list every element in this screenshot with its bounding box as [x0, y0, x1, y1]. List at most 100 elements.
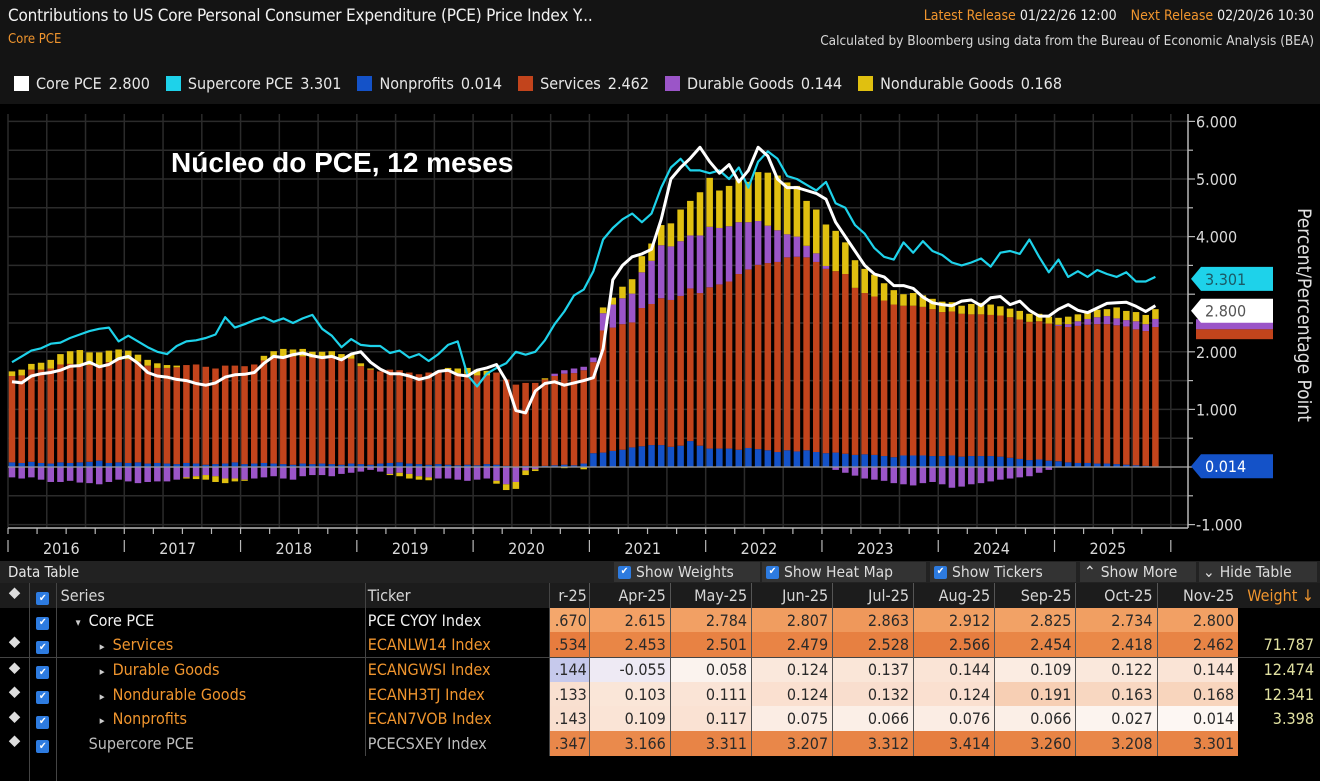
- row-checkbox[interactable]: ✔: [29, 607, 57, 633]
- move-handle-icon[interactable]: ⯁: [0, 583, 30, 608]
- value-cell: 2.800: [1156, 607, 1239, 633]
- bar-segment-nondurable-goods: [774, 175, 781, 231]
- legend-item-durable-goods[interactable]: Durable Goods 0.144: [665, 74, 842, 93]
- column-header-month[interactable]: Nov-25: [1156, 583, 1239, 608]
- hide-table-button[interactable]: ⌄ Hide Table: [1199, 562, 1317, 582]
- bar-segment-nonprofits: [648, 445, 655, 467]
- table-header-row: ⯁ ✔ Series Ticker r-25 Apr-25 May-25 Jun…: [0, 583, 1320, 608]
- series-name-cell[interactable]: ▾ Core PCE: [56, 607, 366, 633]
- row-checkbox[interactable]: ✔: [29, 632, 57, 658]
- series-name-cell[interactable]: ▸ Services: [56, 632, 366, 658]
- show-weights-label: Show Weights: [636, 563, 734, 581]
- x-tick-label: 2025: [1090, 539, 1127, 558]
- bar-segment-durable-goods: [241, 467, 248, 480]
- select-all-checkbox[interactable]: ✔: [29, 583, 57, 608]
- table-row[interactable]: ⯁ ✔ ▸ Nondurable Goods ECANH3TJ Index .133 0.1…: [0, 681, 1320, 707]
- bar-segment-nondurable-goods: [851, 260, 859, 288]
- bar-segment-nonprofits: [464, 464, 471, 467]
- row-checkbox[interactable]: ✔: [29, 681, 57, 707]
- expand-arrow-icon[interactable]: ▸: [99, 689, 105, 703]
- series-name-cell[interactable]: ▸ Durable Goods: [56, 656, 366, 682]
- series-name-cell[interactable]: Supercore PCE: [56, 731, 366, 756]
- bar-segment-durable-goods: [1084, 318, 1091, 325]
- bar-segment-services: [880, 300, 888, 457]
- bar-segment-services: [221, 365, 229, 464]
- bar-segment-durable-goods: [599, 313, 607, 331]
- core-pce-flag: [1191, 298, 1273, 323]
- ticker-cell[interactable]: PCE CYOY Index: [364, 607, 550, 633]
- column-header-ticker[interactable]: Ticker: [364, 583, 550, 608]
- chart-plot[interactable]: 6.000 5.000 4.000 2.000 1.000 -1.000 2016 2017 2…: [0, 104, 1320, 561]
- bar-segment-durable-goods: [125, 467, 132, 482]
- checkbox-checked-icon: ✔: [934, 565, 947, 579]
- bar-segment-nonprofits: [919, 455, 927, 467]
- expand-arrow-icon[interactable]: ▸: [99, 665, 105, 679]
- value-cell: 2.501: [669, 632, 752, 658]
- value-cell: 0.124: [751, 681, 833, 707]
- legend-item-core-pce[interactable]: Core PCE 2.800: [14, 74, 150, 93]
- collapse-arrow-icon[interactable]: ▾: [75, 615, 81, 629]
- column-header-series[interactable]: Series: [56, 583, 366, 608]
- column-header-month[interactable]: May-25: [669, 583, 752, 608]
- show-more-button[interactable]: ⌃ Show More: [1080, 562, 1196, 582]
- row-checkbox[interactable]: ✔: [29, 706, 57, 732]
- move-handle-icon[interactable]: ⯁: [0, 731, 30, 756]
- column-header-month[interactable]: Jun-25: [751, 583, 833, 608]
- ticker-cell[interactable]: PCECSXEY Index: [364, 731, 550, 756]
- show-tickers-toggle[interactable]: ✔ Show Tickers: [930, 562, 1076, 582]
- legend-item-supercore-pce[interactable]: Supercore PCE 3.301: [165, 74, 341, 93]
- ticker-cell[interactable]: ECAN7VOB Index: [364, 706, 550, 732]
- bar-segment-nondurable-goods: [66, 351, 74, 364]
- table-row[interactable]: ✔ ▾ Core PCE PCE CYOY Index .670 2.615 2.784 2.…: [0, 607, 1320, 633]
- column-header-month[interactable]: Oct-25: [1075, 583, 1157, 608]
- ticker-cell[interactable]: ECANH3TJ Index: [364, 681, 550, 707]
- column-header-month[interactable]: Jul-25: [832, 583, 914, 608]
- move-handle-icon[interactable]: ⯁: [0, 632, 30, 658]
- column-header-month[interactable]: Apr-25: [588, 583, 671, 608]
- bar-segment-durable-goods: [813, 253, 820, 262]
- ticker-cell[interactable]: ECANGWSI Index: [364, 656, 550, 682]
- table-row[interactable]: ⯁ ✔ ▸ Nonprofits ECAN7VOB Index .143 0.109 0.11…: [0, 706, 1320, 732]
- bar-segment-durable-goods: [76, 467, 84, 483]
- table-row[interactable]: ⯁ ✔ Supercore PCE PCECSXEY Index .347 3.166 3.…: [0, 731, 1320, 756]
- column-header-partial[interactable]: r-25: [548, 583, 590, 608]
- bar-segment-nondurable-goods: [619, 286, 626, 299]
- bar-segment-nonprofits: [260, 462, 268, 467]
- move-handle-icon[interactable]: ⯁: [0, 681, 30, 707]
- column-header-month[interactable]: Aug-25: [913, 583, 995, 608]
- column-header-month[interactable]: Sep-25: [994, 583, 1076, 608]
- move-handle-icon[interactable]: ⯁: [0, 706, 30, 732]
- ticker-cell[interactable]: ECANLW14 Index: [364, 632, 550, 658]
- bar-segment-nondurable-goods: [386, 473, 394, 476]
- bar-segment-nondurable-goods: [280, 348, 287, 357]
- bar-segment-services: [37, 369, 45, 463]
- legend-item-services[interactable]: Services 2.462: [518, 74, 649, 93]
- value-cell: 2.528: [832, 632, 914, 658]
- bar-segment-durable-goods: [832, 467, 839, 470]
- data-table: ⯁ ✔ Series Ticker r-25 Apr-25 May-25 Jun…: [0, 583, 1320, 781]
- row-checkbox[interactable]: ✔: [29, 656, 57, 682]
- legend-item-nonprofits[interactable]: Nonprofits 0.014: [357, 74, 502, 93]
- bar-segment-nondurable-goods: [628, 279, 636, 294]
- series-name-cell[interactable]: ▸ Nonprofits: [56, 706, 366, 732]
- bar-segment-nonprofits: [47, 463, 55, 467]
- expand-arrow-icon[interactable]: ▸: [99, 714, 105, 728]
- bar-segment-nonprofits: [309, 464, 316, 467]
- table-row[interactable]: ⯁ ✔ ▸ Services ECANLW14 Index .534 2.453 2.501 2…: [0, 632, 1320, 658]
- bar-segment-nonprofits: [851, 454, 859, 467]
- bar-segment-durable-goods: [570, 368, 578, 374]
- x-tick-label: 2022: [741, 539, 778, 558]
- bar-segment-nondurable-goods: [842, 242, 849, 275]
- show-heat-map-toggle[interactable]: ✔ Show Heat Map: [762, 562, 926, 582]
- column-header-weight[interactable]: Weight ↓: [1238, 583, 1320, 608]
- row-checkbox[interactable]: ✔: [29, 731, 57, 756]
- expand-arrow-icon[interactable]: ▸: [99, 639, 105, 653]
- bar-segment-services: [154, 367, 161, 463]
- table-row[interactable]: ⯁ ✔ ▸ Durable Goods ECANGWSI Index .144 -0.055…: [0, 656, 1320, 682]
- bar-segment-services: [619, 324, 626, 450]
- legend-item-nondurable-goods[interactable]: Nondurable Goods 0.168: [858, 74, 1062, 93]
- show-weights-toggle[interactable]: ✔ Show Weights: [614, 562, 760, 582]
- move-handle-icon[interactable]: ⯁: [0, 656, 30, 682]
- bar-segment-durable-goods: [144, 467, 151, 482]
- series-name-cell[interactable]: ▸ Nondurable Goods: [56, 681, 366, 707]
